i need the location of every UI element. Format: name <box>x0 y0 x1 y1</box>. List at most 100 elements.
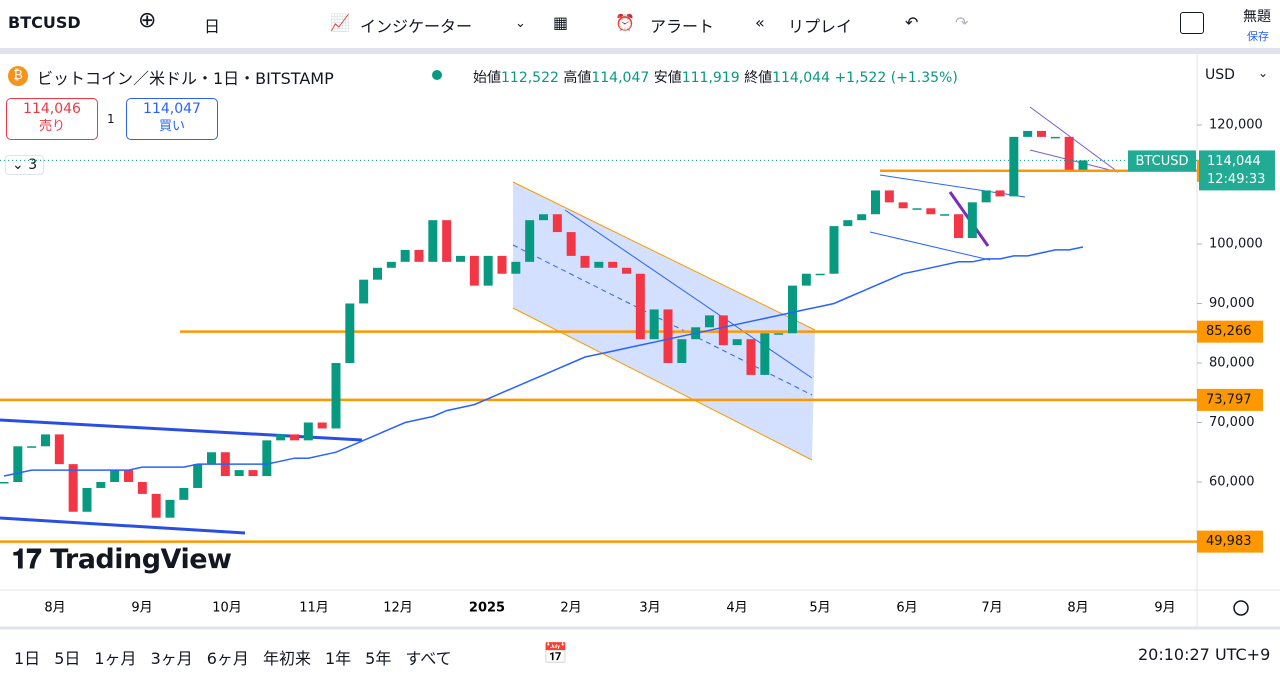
candle <box>539 214 548 221</box>
candle <box>649 309 659 340</box>
range-button[interactable]: 1年 <box>324 649 352 668</box>
range-button[interactable]: 3ヶ月 <box>150 649 193 668</box>
price: 114,046 <box>23 101 81 117</box>
x-tick-label: 3月 <box>639 601 660 616</box>
candle <box>262 440 272 477</box>
replay[interactable]: リプレイ <box>788 17 853 36</box>
label: 終値 <box>744 70 773 86</box>
candles <box>0 130 1088 518</box>
x-tick-label: 7月 <box>981 601 1002 616</box>
save[interactable]: 保存 <box>1247 30 1269 43</box>
candle <box>1064 136 1074 170</box>
undo[interactable]: ↶ <box>905 13 919 32</box>
label: 売り <box>38 119 65 134</box>
candle <box>193 464 203 488</box>
dropdown[interactable]: ⌄ <box>515 16 526 31</box>
toolbar-bg <box>0 0 1280 50</box>
candle <box>940 214 950 216</box>
range-bar: 1日 5日 1ヶ月 3ヶ月 6ヶ月 年初来 1年 5年 すべて <box>14 645 466 669</box>
candle <box>525 220 535 262</box>
y-tick-label: 100,000 <box>1209 236 1263 251</box>
pennant-line <box>1029 149 1119 173</box>
watermark-text: TradingView <box>49 544 232 575</box>
candle <box>165 499 175 518</box>
count: 3 <box>28 157 38 173</box>
date-range-icon[interactable]: 📅 <box>543 641 568 665</box>
range-button[interactable]: 6ヶ月 <box>206 649 249 668</box>
range-button[interactable]: 1ヶ月 <box>94 649 137 668</box>
replay-icon[interactable]: « <box>755 13 765 32</box>
buy-button[interactable]: 114,047 買い <box>126 98 218 140</box>
level-label: 85,266 <box>1206 324 1252 339</box>
indicators[interactable]: インジケーター <box>360 17 473 36</box>
y-tick-label: 120,000 <box>1209 117 1263 132</box>
candle <box>843 220 853 227</box>
layout-name[interactable]: 無題 <box>1243 9 1271 25</box>
candle <box>1037 130 1046 137</box>
clock[interactable]: 20:10:27 UTC+9 <box>1138 645 1271 664</box>
currency-dropdown[interactable]: ⌄ <box>1258 66 1269 80</box>
symbol-tag-label: BTCUSD <box>1136 154 1189 169</box>
candle <box>359 279 369 304</box>
candle <box>151 493 161 518</box>
level-tag <box>1197 320 1263 343</box>
coin-icon: ₿ <box>8 66 28 86</box>
pennant-line <box>1029 106 1119 173</box>
candle <box>635 273 645 340</box>
range-button[interactable]: すべて <box>405 649 452 668</box>
candle <box>179 487 189 500</box>
range-button[interactable]: 1日 <box>14 649 41 668</box>
price: 114,047 <box>143 101 201 117</box>
candle <box>234 470 244 477</box>
candle <box>815 273 825 276</box>
candle <box>1078 160 1088 170</box>
candle <box>1023 130 1033 137</box>
range-button[interactable]: 5日 <box>54 649 81 668</box>
candle <box>774 333 784 335</box>
level-tag <box>1197 530 1263 553</box>
currency[interactable]: USD <box>1205 67 1235 83</box>
level-tag <box>1197 388 1263 411</box>
candle <box>414 249 424 262</box>
fullscreen[interactable] <box>1180 12 1204 34</box>
candle <box>746 339 756 375</box>
redo[interactable]: ↷ <box>955 13 969 32</box>
candle <box>82 487 92 512</box>
alert[interactable]: アラート <box>650 17 715 36</box>
x-tick-label: 4月 <box>726 601 747 616</box>
candle <box>345 303 355 363</box>
settings-icon[interactable] <box>1233 600 1249 616</box>
candle <box>884 190 894 203</box>
range-button[interactable]: 年初来 <box>262 649 311 668</box>
candle <box>207 452 216 465</box>
x-tick-label: 2025 <box>469 601 505 616</box>
trend-line <box>0 516 246 535</box>
layout-icon[interactable]: ▦ <box>553 13 569 32</box>
candle <box>511 261 521 274</box>
candle <box>27 446 37 448</box>
level-label: 73,797 <box>1206 392 1252 407</box>
sell-button[interactable]: 114,046 売り <box>6 98 98 140</box>
y-tick-label: 70,000 <box>1209 415 1255 430</box>
candle <box>248 470 258 477</box>
candle <box>276 434 286 441</box>
indicator-icon[interactable]: 📈 <box>330 13 350 32</box>
candle <box>677 339 687 363</box>
symbol[interactable]: BTCUSD <box>8 13 81 32</box>
indicator-toggle[interactable]: ⌄ 3 <box>5 155 45 175</box>
candle <box>124 470 133 483</box>
status-dot <box>432 70 442 80</box>
candle <box>732 339 742 346</box>
alert-icon[interactable]: ⏰ <box>615 13 635 32</box>
candle <box>566 232 576 256</box>
add-icon[interactable]: ⊕ <box>138 8 157 33</box>
range-button[interactable]: 5年 <box>365 649 392 668</box>
candle <box>857 214 867 221</box>
countdown: 12:49:33 <box>1207 172 1265 187</box>
interval[interactable]: 日 <box>204 17 221 36</box>
candle <box>497 255 507 274</box>
value: 114,047 <box>591 70 650 86</box>
x-tick-label: 12月 <box>383 601 413 616</box>
